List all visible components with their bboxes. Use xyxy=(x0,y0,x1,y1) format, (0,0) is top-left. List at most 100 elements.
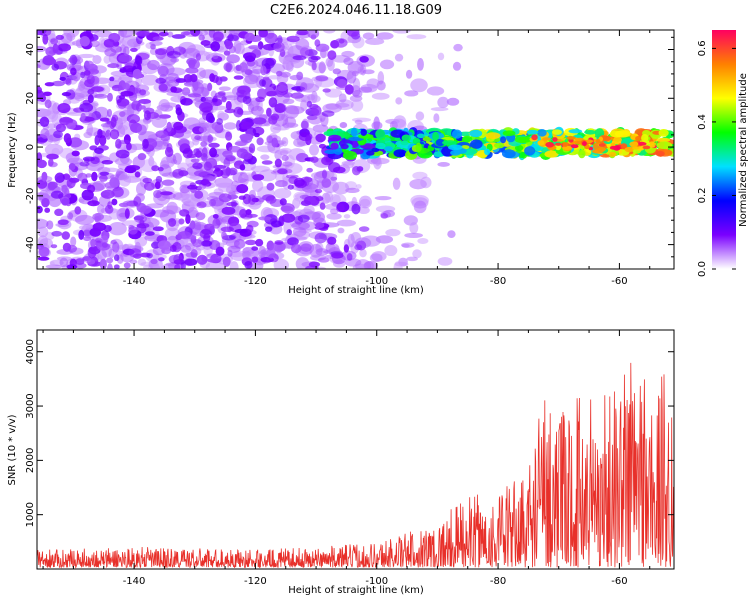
heatmap-cell xyxy=(226,54,240,64)
snr-series-line xyxy=(37,362,674,569)
heatmap-cell xyxy=(409,222,419,234)
heatmap-cell xyxy=(74,262,87,269)
heatmap-cell xyxy=(198,30,209,36)
heatmap-cell xyxy=(128,248,142,258)
heatmap-cell xyxy=(150,258,158,265)
heatmap-cell xyxy=(371,121,383,130)
heatmap-cell xyxy=(266,182,275,191)
heatmap-cell xyxy=(254,132,260,138)
heatmap-cell xyxy=(99,258,107,269)
heatmap-cell xyxy=(248,45,261,50)
heatmap-cell xyxy=(83,116,95,122)
heatmap-cell xyxy=(216,150,224,161)
heatmap-cell xyxy=(223,62,233,72)
heatmap-cell xyxy=(265,197,274,202)
heatmap-cell xyxy=(354,244,363,251)
heatmap-cell xyxy=(41,197,50,208)
heatmap-cell xyxy=(182,47,200,59)
heatmap-cell xyxy=(380,213,389,219)
snr-x-axis-label: Height of straight line (km) xyxy=(288,585,424,596)
heatmap-cell xyxy=(649,141,655,145)
heatmap-cell xyxy=(656,141,673,149)
heatmap-cell xyxy=(212,213,219,219)
heatmap-cell xyxy=(375,129,386,140)
heatmap-cell xyxy=(103,55,111,64)
heatmap-cell xyxy=(137,153,147,161)
heatmap-cell xyxy=(63,133,72,144)
x-tick-label: -80 xyxy=(490,576,506,587)
heatmap-cell xyxy=(125,243,134,250)
heatmap-cell xyxy=(404,232,423,239)
heatmap-cell xyxy=(200,179,210,185)
heatmap-cell xyxy=(234,228,248,234)
heatmap-cell xyxy=(637,141,647,146)
heatmap-cell xyxy=(537,128,547,137)
heatmap-cell xyxy=(234,141,247,147)
heatmap-cell xyxy=(570,144,579,149)
heatmap-cell xyxy=(144,231,155,236)
heatmap-cell xyxy=(227,33,234,42)
heatmap-cell xyxy=(139,89,147,96)
heatmap-cell xyxy=(257,88,267,100)
heatmap-cell xyxy=(234,43,245,55)
heatmap-cell xyxy=(79,102,94,113)
heatmap-cell xyxy=(62,242,72,252)
heatmap-cell xyxy=(157,240,171,250)
heatmap-cell xyxy=(96,204,105,215)
heatmap-cell xyxy=(115,149,130,159)
heatmap-cell xyxy=(185,214,191,225)
heatmap-cell xyxy=(157,65,169,77)
heatmap-cell xyxy=(357,206,370,215)
heatmap-cell xyxy=(203,51,214,57)
heatmap-cell xyxy=(136,124,147,136)
heatmap-cell xyxy=(118,172,132,187)
heatmap-cell xyxy=(66,264,78,269)
heatmap-cell xyxy=(47,181,56,191)
heatmap-cell xyxy=(158,83,168,92)
heatmap-cell xyxy=(137,258,147,266)
heatmap-cell xyxy=(261,160,273,165)
heatmap-cell xyxy=(84,158,90,163)
heatmap-cell xyxy=(160,102,177,108)
heatmap-cell xyxy=(401,242,415,248)
heatmap-cell xyxy=(351,203,361,215)
heatmap-cell xyxy=(239,133,254,141)
heatmap-cell xyxy=(448,144,463,151)
heatmap-cell xyxy=(526,129,539,135)
heatmap-cell xyxy=(484,148,491,156)
heatmap-cell xyxy=(251,256,259,263)
y-tick-label: 2000 xyxy=(25,448,36,473)
heatmap-cell xyxy=(135,193,145,202)
heatmap-cell xyxy=(180,31,191,36)
heatmap-cell xyxy=(175,78,187,83)
heatmap-cell xyxy=(337,79,348,89)
heatmap-cell xyxy=(77,172,88,182)
heatmap-cell xyxy=(37,218,49,229)
heatmap-cell xyxy=(300,99,308,111)
heatmap-cell xyxy=(321,178,332,188)
heatmap-cell xyxy=(152,226,164,232)
heatmap-cell xyxy=(332,68,342,75)
heatmap-cell xyxy=(227,245,241,253)
heatmap-cell xyxy=(260,65,267,76)
heatmap-cell xyxy=(406,34,427,40)
heatmap-cell xyxy=(315,196,324,202)
heatmap-cell xyxy=(430,107,449,112)
heatmap-cell xyxy=(55,34,65,40)
heatmap-cell xyxy=(309,243,323,258)
heatmap-cell xyxy=(354,119,363,125)
heatmap-cell xyxy=(310,55,321,61)
heatmap-cell xyxy=(641,133,649,143)
heatmap-cell xyxy=(274,158,282,168)
heatmap-cell xyxy=(90,40,100,48)
heatmap-cell xyxy=(168,218,177,227)
x-tick-label: -100 xyxy=(365,276,388,287)
heatmap-cell xyxy=(226,201,239,207)
heatmap-cell xyxy=(297,214,310,223)
heatmap-cell xyxy=(279,150,289,156)
heatmap-cell xyxy=(94,93,108,99)
heatmap-cell xyxy=(94,135,100,146)
heatmap-cell xyxy=(355,184,362,189)
heatmap-cell xyxy=(178,218,185,225)
heatmap-cell xyxy=(242,250,251,260)
